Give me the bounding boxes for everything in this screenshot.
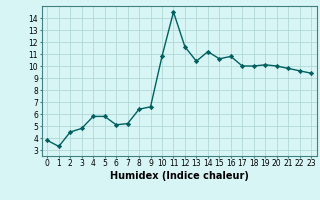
X-axis label: Humidex (Indice chaleur): Humidex (Indice chaleur)	[110, 171, 249, 181]
